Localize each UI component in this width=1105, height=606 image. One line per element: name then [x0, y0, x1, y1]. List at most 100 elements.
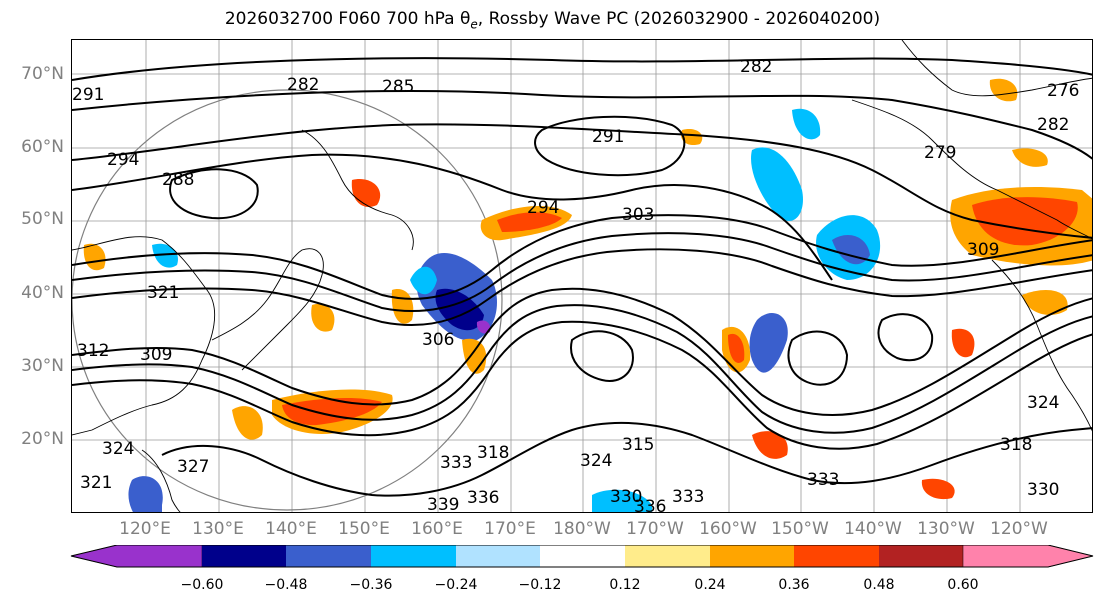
theta-e-contours	[72, 57, 1092, 497]
contour-label: 333	[440, 453, 472, 473]
contour-label: 333	[807, 470, 839, 490]
contour-label: 303	[622, 205, 654, 225]
colorbar-bin	[286, 545, 371, 567]
anomaly-patch-positive	[232, 406, 263, 440]
contour-label: 333	[672, 487, 704, 507]
contour-label: 318	[1000, 435, 1032, 455]
colorbar-tick: −0.60	[180, 577, 224, 593]
lon-label-120w: 120°W	[990, 519, 1048, 539]
colorbar-tick: −0.24	[434, 577, 478, 593]
anomaly-patch-positive	[462, 338, 487, 374]
lon-label-150w: 150°W	[771, 519, 829, 539]
contour-label: 324	[1027, 393, 1059, 413]
colorbar-bin	[625, 545, 710, 567]
anomaly-patch-positive	[1012, 148, 1048, 167]
anomaly-patch-positive	[681, 129, 703, 146]
colorbar-bin	[710, 545, 794, 567]
lon-label-130w: 130°W	[917, 519, 975, 539]
anomaly-patch-positive	[989, 78, 1018, 102]
contour-label: 312	[77, 341, 109, 361]
lat-label-70n: 70°N	[21, 64, 64, 84]
map-canvas: 282 285 291 282 276 282 291 294 288 279 …	[72, 40, 1092, 513]
title-suffix: , Rossby Wave PC (2026032900 - 202604020…	[477, 9, 881, 29]
lon-label-160w: 160°W	[699, 519, 757, 539]
contour-label: 330	[1027, 480, 1059, 500]
anomaly-patch-negative	[832, 235, 870, 265]
colorbar-bin	[70, 545, 203, 568]
contour-label: 321	[80, 473, 112, 493]
anomaly-patch-positive	[83, 243, 106, 271]
colorbar-bin	[202, 545, 286, 567]
colorbar-tick: 0.60	[947, 577, 979, 593]
lon-label-170e: 170°E	[484, 519, 536, 539]
lon-label-140e: 140°E	[265, 519, 317, 539]
lat-label-60n: 60°N	[21, 137, 64, 157]
anomaly-patch-negative	[128, 476, 163, 512]
contour-label: 339	[427, 495, 459, 513]
chart-title: 2026032700 F060 700 hPa θe, Rossby Wave …	[0, 9, 1105, 31]
contour-labels: 282 285 291 282 276 282 291 294 288 279 …	[72, 57, 1079, 513]
graticule	[72, 40, 1092, 512]
contour-label: 294	[107, 150, 139, 170]
lon-label-180w: 180°W	[553, 519, 611, 539]
anomaly-patch-strong-positive	[728, 333, 745, 363]
colorbar-tick: −0.36	[349, 577, 393, 593]
contour-label: 279	[924, 143, 956, 163]
contour-label: 288	[162, 170, 194, 190]
anomaly-patch-positive	[311, 303, 335, 332]
colorbar-outline	[70, 545, 1094, 568]
lat-label-40n: 40°N	[21, 283, 64, 303]
coastlines	[72, 40, 1092, 512]
colorbar-bin	[371, 545, 456, 567]
colorbar-bin	[540, 545, 625, 567]
colorbar-tick: −0.48	[264, 577, 308, 593]
colorbar-bin	[456, 545, 540, 567]
lon-label-130e: 130°E	[192, 519, 244, 539]
contour-label: 336	[467, 488, 499, 508]
anomaly-patch-positive	[921, 478, 955, 500]
colorbar	[70, 545, 1094, 568]
lon-label-140w: 140°W	[844, 519, 902, 539]
anomaly-patch-negative	[592, 489, 652, 512]
colorbar-bin	[879, 545, 963, 567]
title-prefix: 2026032700 F060 700 hPa θ	[224, 9, 471, 29]
contour-label: 294	[527, 198, 559, 218]
anomaly-patch-negative	[749, 312, 788, 373]
anomaly-patch-strong-positive	[282, 398, 382, 426]
contour-label: 282	[1037, 115, 1069, 135]
colorbar-bin	[794, 545, 879, 567]
colorbar-tick: 0.36	[778, 577, 810, 593]
anomaly-patch-positive	[1022, 290, 1068, 315]
lon-label-120e: 120°E	[119, 519, 171, 539]
colorbar-tick: 0.24	[694, 577, 726, 593]
anomaly-patch-negative	[751, 147, 803, 221]
map-panel: 282 285 291 282 276 282 291 294 288 279 …	[71, 39, 1093, 513]
colorbar-bin	[962, 545, 1094, 568]
anomaly-patch-negative	[410, 266, 437, 295]
lat-label-20n: 20°N	[21, 429, 64, 449]
anomaly-patch-positive	[951, 328, 975, 358]
anomaly-patch-positive	[752, 431, 788, 459]
anomaly-patch-negative	[152, 243, 178, 268]
anomaly-shading	[83, 78, 1092, 512]
contour-label: 285	[382, 77, 414, 97]
title-subscript: e	[470, 17, 478, 32]
lat-label-50n: 50°N	[21, 209, 64, 229]
contour-label: 309	[967, 240, 999, 260]
contour-label: 315	[622, 435, 654, 455]
contour-label: 324	[102, 439, 134, 459]
colorbar-tick: 0.12	[609, 577, 641, 593]
colorbar-tick: 0.48	[863, 577, 895, 593]
contour-label: 336	[634, 497, 666, 513]
contour-label: 321	[147, 283, 179, 303]
lon-label-150e: 150°E	[338, 519, 390, 539]
lat-label-30n: 30°N	[21, 356, 64, 376]
anomaly-patch-negative	[792, 108, 821, 140]
anomaly-patch-strong-positive	[497, 212, 562, 232]
contour-label: 282	[740, 57, 772, 77]
contour-label: 327	[177, 457, 209, 477]
contour-label: 306	[422, 330, 454, 350]
contour-label: 276	[1047, 81, 1079, 101]
contour-label: 291	[72, 85, 104, 105]
contour-label: 330	[610, 487, 642, 507]
